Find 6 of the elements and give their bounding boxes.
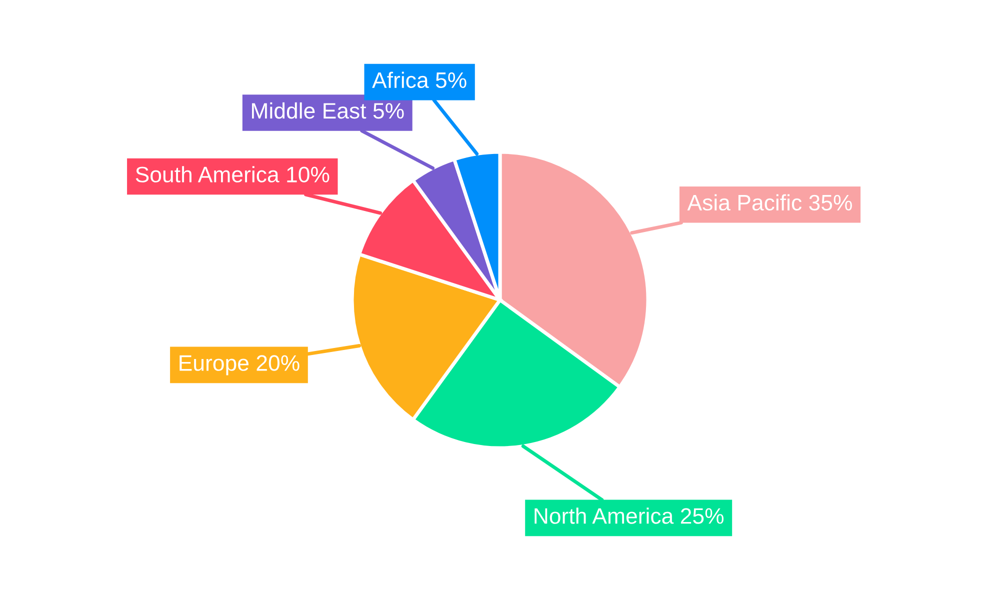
slice-label: Africa 5%	[372, 72, 466, 88]
slice-label: Middle East 5%	[252, 102, 404, 119]
slice-label: North America 25%	[534, 508, 724, 524]
slice-label: Asia Pacific 35%	[687, 194, 852, 211]
slice-label: Europe 20%	[180, 355, 300, 376]
slice-label: South America 10%	[136, 166, 330, 182]
